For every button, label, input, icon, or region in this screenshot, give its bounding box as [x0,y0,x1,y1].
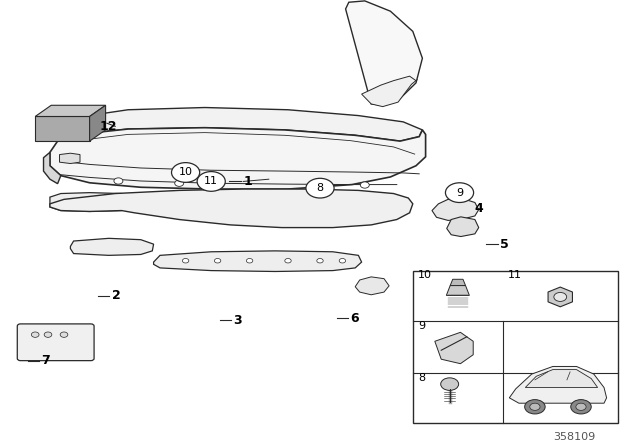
Text: 358109: 358109 [553,432,595,442]
Polygon shape [44,152,61,184]
Polygon shape [362,76,416,107]
Polygon shape [355,277,389,295]
Text: 6: 6 [351,311,359,325]
Polygon shape [50,189,413,228]
Text: 12: 12 [99,120,116,133]
Text: 11: 11 [204,177,218,186]
Circle shape [214,258,221,263]
Circle shape [360,182,369,188]
Circle shape [197,172,225,191]
Text: 9: 9 [456,188,463,198]
Bar [413,271,618,423]
Circle shape [182,258,189,263]
Circle shape [60,332,68,337]
Text: 5: 5 [500,237,509,251]
Circle shape [441,378,459,390]
Polygon shape [54,108,422,141]
Polygon shape [60,153,80,164]
Polygon shape [509,366,607,403]
Circle shape [525,400,545,414]
Polygon shape [435,332,473,364]
Text: 8: 8 [418,373,425,383]
Text: 10: 10 [418,270,432,280]
FancyBboxPatch shape [17,324,94,361]
Text: 4: 4 [475,202,484,215]
Text: 3: 3 [234,314,242,327]
Polygon shape [346,1,422,105]
Circle shape [306,178,334,198]
Circle shape [571,400,591,414]
Circle shape [44,332,52,337]
Polygon shape [50,193,128,211]
Circle shape [31,332,39,337]
Polygon shape [450,279,465,285]
Polygon shape [50,128,426,189]
Circle shape [316,182,324,188]
Text: 11: 11 [508,270,522,280]
Polygon shape [432,198,479,220]
Polygon shape [447,217,479,237]
Text: 8: 8 [316,183,324,193]
Text: 10: 10 [179,168,193,177]
Circle shape [285,258,291,263]
Polygon shape [446,285,469,295]
Text: 7: 7 [42,354,51,367]
Circle shape [445,183,474,202]
Text: 1: 1 [243,175,252,188]
Polygon shape [154,251,362,271]
Circle shape [246,258,253,263]
Polygon shape [35,105,106,116]
Circle shape [114,178,123,184]
Circle shape [576,403,586,410]
Polygon shape [70,238,154,255]
Polygon shape [35,116,90,141]
Circle shape [172,163,200,182]
Circle shape [175,180,184,186]
Circle shape [339,258,346,263]
Circle shape [317,258,323,263]
Polygon shape [525,370,598,388]
Circle shape [530,403,540,410]
Text: 2: 2 [112,289,121,302]
Polygon shape [90,105,106,141]
Circle shape [554,293,566,302]
Text: 9: 9 [418,321,425,331]
Polygon shape [548,287,572,307]
